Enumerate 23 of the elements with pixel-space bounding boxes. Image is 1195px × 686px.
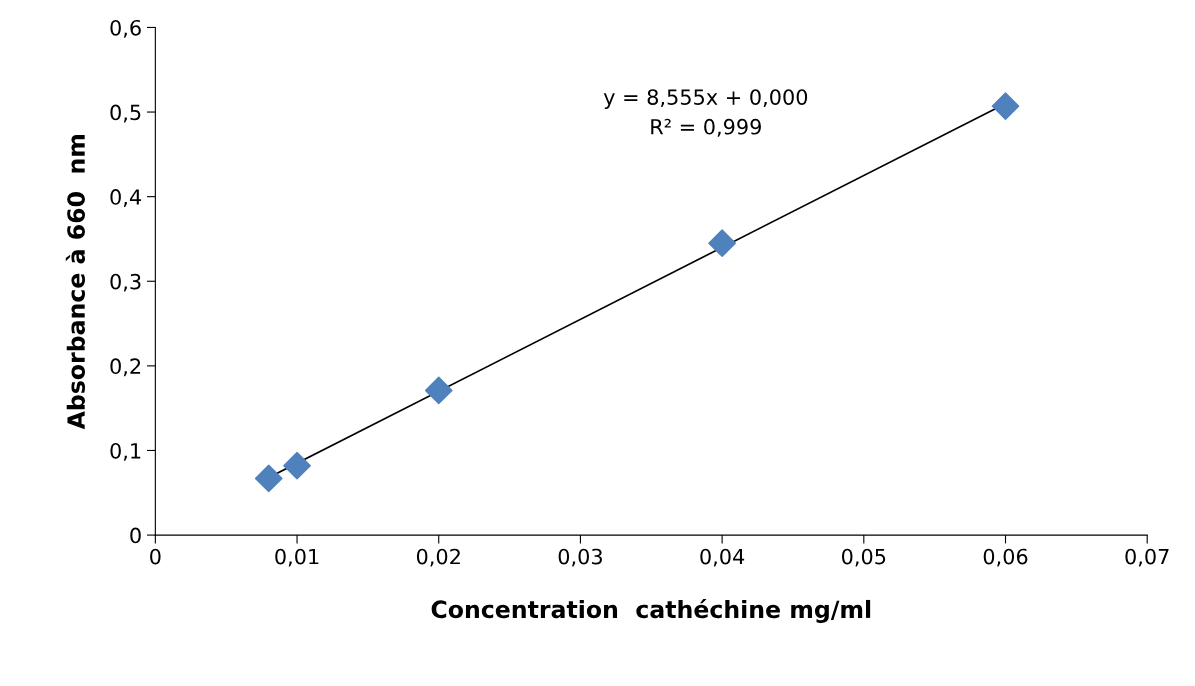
x-tick-label: 0,04 (700, 548, 745, 567)
x-axis-title: Concentration cathéchine mg/ml (431, 598, 871, 623)
y-tick-label: 0,1 (110, 442, 141, 461)
y-tick-label: 0,5 (110, 104, 141, 123)
x-tick-label: 0,01 (275, 548, 319, 567)
x-tick-label: 0 (150, 548, 161, 565)
y-axis-title: Absorbance à 660 nm (65, 135, 85, 430)
x-tick-label: 0,03 (558, 548, 602, 567)
y-tick-label: 0,3 (110, 273, 141, 292)
y-tick-label: 0,2 (110, 358, 141, 377)
point (708, 229, 736, 258)
point (424, 376, 453, 405)
x-tick-label: 0,05 (841, 548, 886, 567)
x-tick-label: 0,06 (983, 548, 1028, 567)
point (991, 92, 1020, 120)
x-tick-label: 0,02 (416, 548, 460, 567)
y-tick-label: 0,4 (110, 189, 141, 207)
point (254, 464, 283, 493)
x-tick-label: 0,07 (1125, 548, 1169, 567)
y-tick-label: 0,6 (110, 19, 141, 38)
y-tick-label: 0 (130, 527, 141, 544)
annotation: y = 8,555x + 0,000 R² = 0,999 (603, 89, 808, 137)
point (283, 451, 311, 480)
